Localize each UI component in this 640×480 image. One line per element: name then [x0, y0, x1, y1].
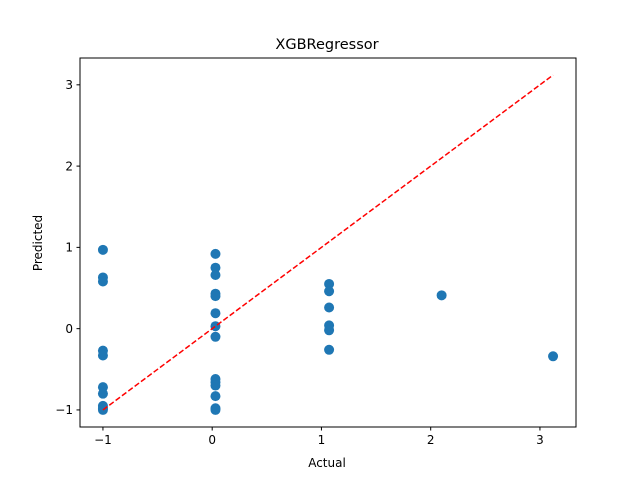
data-points [97, 244, 559, 415]
data-point [97, 350, 108, 361]
y-tick-label: 1 [65, 241, 73, 255]
data-point [324, 302, 335, 313]
plot-area-frame [79, 57, 577, 428]
y-tick-label: 0 [65, 322, 73, 336]
data-point [210, 331, 221, 342]
data-point [97, 276, 108, 287]
y-axis-ticks: −1 0 1 2 3 [55, 78, 80, 417]
y-tick-label: −1 [55, 403, 73, 417]
y-tick-label: 3 [65, 78, 73, 92]
data-point [210, 291, 221, 302]
data-point [548, 351, 559, 362]
y-axis-label: Predicted [31, 215, 45, 271]
x-axis-ticks: −1 0 1 2 3 [94, 427, 544, 447]
reference-line [102, 74, 554, 411]
reference-line-group [102, 74, 554, 411]
data-point [210, 380, 221, 391]
data-point [97, 244, 108, 255]
data-point [210, 270, 221, 281]
data-point [324, 325, 335, 336]
x-axis-label: Actual [308, 456, 346, 470]
data-point [210, 248, 221, 259]
x-tick-label: 2 [427, 433, 435, 447]
chart-title: XGBRegressor [275, 37, 378, 53]
x-tick-label: −1 [94, 433, 112, 447]
x-tick-label: 3 [536, 433, 544, 447]
data-point [324, 278, 335, 289]
x-tick-label: 1 [318, 433, 326, 447]
data-point [436, 290, 447, 301]
x-tick-label: 0 [208, 433, 216, 447]
data-point [324, 344, 335, 355]
data-point [210, 308, 221, 319]
data-point [210, 262, 221, 273]
data-point [324, 286, 335, 297]
y-tick-label: 2 [65, 159, 73, 173]
data-point [210, 404, 221, 415]
data-point [210, 391, 221, 402]
data-point [97, 388, 108, 399]
